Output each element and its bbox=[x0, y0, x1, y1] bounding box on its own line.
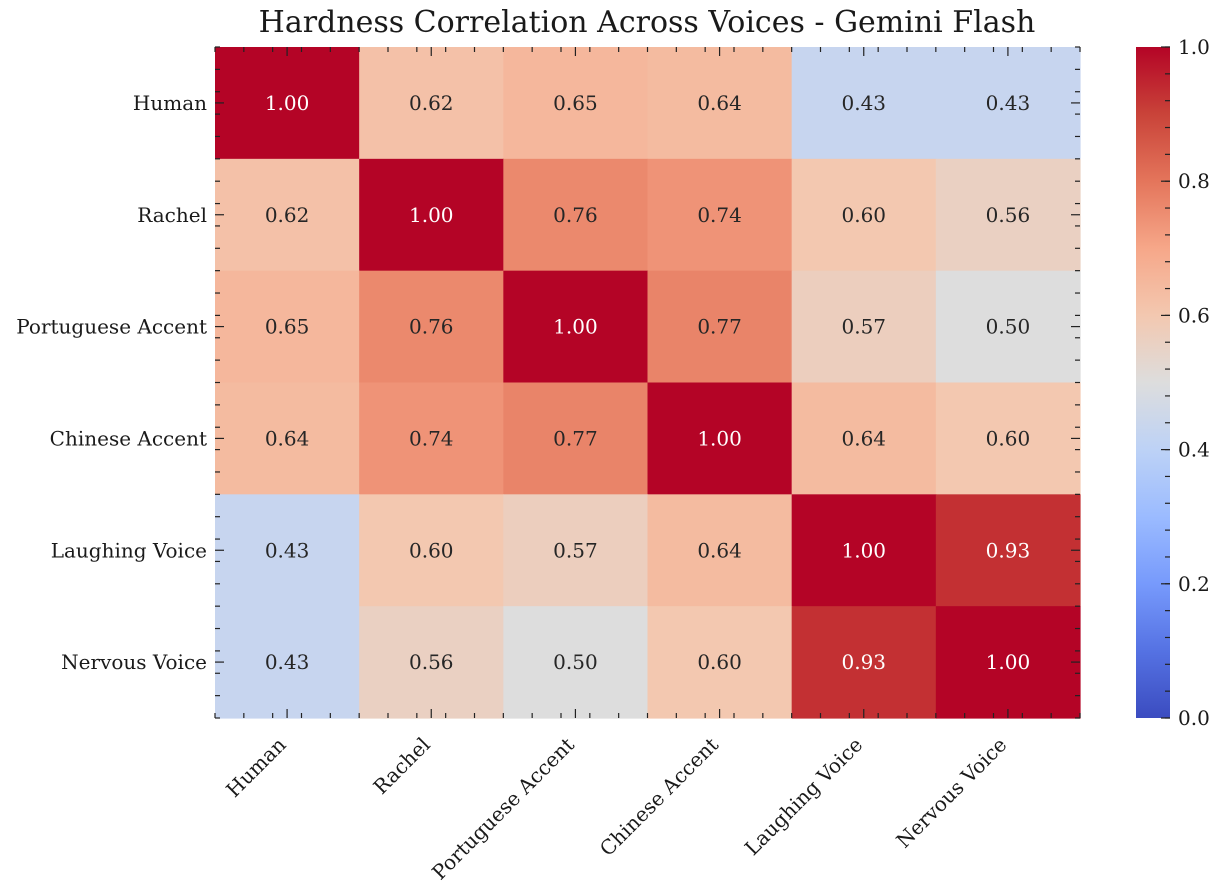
cell-value-label-r3-c2: 0.77 bbox=[553, 426, 598, 450]
cell-value-label-r4-c0: 0.43 bbox=[265, 538, 310, 562]
colorbar-tick-label: 0.8 bbox=[1178, 169, 1210, 193]
colorbar-gradient bbox=[1136, 47, 1170, 718]
heatmap-cell-r2-c4 bbox=[791, 270, 937, 384]
cell-value-label-r4-c4: 1.00 bbox=[841, 538, 886, 562]
cell-value-label-r2-c1: 0.76 bbox=[409, 315, 454, 339]
heatmap-cell-r1-c3 bbox=[647, 158, 793, 272]
cell-value-label-r5-c1: 0.56 bbox=[409, 650, 454, 674]
chart-title: Hardness Correlation Across Voices - Gem… bbox=[259, 5, 1036, 40]
cell-value-label-r1-c3: 0.74 bbox=[697, 203, 742, 227]
cell-value-label-r0-c0: 1.00 bbox=[265, 91, 310, 115]
heatmap-cell-r5-c1 bbox=[359, 606, 504, 719]
y-tick-label-chinese-accent: Chinese Accent bbox=[50, 426, 207, 450]
colorbar-tick-label: 0.2 bbox=[1178, 572, 1210, 596]
heatmap-cell-r0-c2 bbox=[503, 47, 649, 160]
heatmap-cell-r0-c1 bbox=[359, 47, 504, 160]
heatmap-cell-r0-c0 bbox=[215, 47, 360, 160]
heatmap-cell-r0-c3 bbox=[647, 47, 793, 160]
cell-value-label-r2-c3: 0.77 bbox=[697, 315, 742, 339]
heatmap-cell-r2-c0 bbox=[215, 270, 360, 384]
x-tick-label-nervous-voice: Nervous Voice bbox=[891, 733, 1011, 853]
cell-value-label-r1-c2: 0.76 bbox=[553, 203, 598, 227]
cell-value-label-r0-c5: 0.43 bbox=[986, 91, 1031, 115]
cell-value-label-r0-c2: 0.65 bbox=[553, 91, 598, 115]
heatmap-cells: 1.00 0.62 0.65 0.64 0.43 0.43 0.62 1.00 0.76 0.74… bbox=[215, 47, 1081, 719]
cell-value-label-r2-c0: 0.65 bbox=[265, 315, 310, 339]
heatmap-cell-r1-c1 bbox=[359, 158, 504, 272]
cell-value-label-r3-c3: 1.00 bbox=[697, 426, 742, 450]
cell-value-label-r5-c0: 0.43 bbox=[265, 650, 310, 674]
cell-value-label-r5-c4: 0.93 bbox=[841, 650, 886, 674]
heatmap-cell-r3-c4 bbox=[791, 382, 937, 495]
heatmap-cell-r1-c5 bbox=[935, 158, 1081, 272]
colorbar-tick-label: 0.6 bbox=[1178, 303, 1210, 327]
heatmap-cell-r2-c5 bbox=[935, 270, 1081, 384]
x-tick-label-rachel: Rachel bbox=[368, 733, 434, 799]
colorbar: 0.0 0.2 0.4 0.6 0.8 1.0 bbox=[1136, 35, 1210, 730]
cell-value-label-r4-c5: 0.93 bbox=[986, 538, 1031, 562]
heatmap-cell-r5-c4 bbox=[791, 606, 937, 719]
cell-value-label-r3-c5: 0.60 bbox=[986, 426, 1031, 450]
heatmap-cell-r1-c4 bbox=[791, 158, 937, 272]
cell-value-label-r3-c0: 0.64 bbox=[265, 426, 310, 450]
cell-value-label-r1-c4: 0.60 bbox=[841, 203, 886, 227]
heatmap-cell-r1-c2 bbox=[503, 158, 649, 272]
x-tick-label-portuguese-accent: Portuguese Accent bbox=[427, 733, 579, 885]
y-tick-label-portuguese-accent: Portuguese Accent bbox=[16, 315, 207, 339]
heatmap-cell-r4-c5 bbox=[935, 494, 1081, 607]
heatmap-cell-r3-c1 bbox=[359, 382, 504, 495]
heatmap-cell-r4-c2 bbox=[503, 494, 649, 607]
heatmap-cell-r0-c5 bbox=[935, 47, 1081, 160]
colorbar-tick-label: 0.4 bbox=[1178, 438, 1210, 462]
x-tick-label-chinese-accent: Chinese Accent bbox=[595, 733, 723, 861]
y-tick-label-laughing-voice: Laughing Voice bbox=[51, 538, 207, 562]
heatmap-cell-r2-c1 bbox=[359, 270, 504, 384]
heatmap-cell-r5-c2 bbox=[503, 606, 649, 719]
heatmap-cell-r0-c4 bbox=[791, 47, 937, 160]
colorbar-tick-label: 0.0 bbox=[1178, 706, 1210, 730]
cell-value-label-r2-c2: 1.00 bbox=[553, 315, 598, 339]
cell-value-label-r5-c3: 0.60 bbox=[697, 650, 742, 674]
heatmap-cell-r3-c2 bbox=[503, 382, 649, 495]
heatmap-cell-r4-c0 bbox=[215, 494, 360, 607]
cell-value-label-r1-c0: 0.62 bbox=[265, 203, 310, 227]
x-tick-label-human: Human bbox=[221, 732, 290, 801]
cell-value-label-r4-c3: 0.64 bbox=[697, 538, 742, 562]
cell-value-label-r3-c1: 0.74 bbox=[409, 426, 454, 450]
heatmap-cell-r1-c0 bbox=[215, 158, 360, 272]
heatmap-cell-r4-c1 bbox=[359, 494, 504, 607]
cell-value-label-r5-c2: 0.50 bbox=[553, 650, 598, 674]
cell-value-label-r4-c1: 0.60 bbox=[409, 538, 454, 562]
heatmap-cell-r4-c4 bbox=[791, 494, 937, 607]
cell-value-label-r3-c4: 0.64 bbox=[841, 426, 886, 450]
cell-value-label-r0-c4: 0.43 bbox=[841, 91, 886, 115]
cell-value-label-r1-c1: 1.00 bbox=[409, 203, 454, 227]
x-tick-label-laughing-voice: Laughing Voice bbox=[740, 733, 867, 860]
heatmap-cell-r5-c5 bbox=[935, 606, 1081, 719]
cell-value-label-r4-c2: 0.57 bbox=[553, 538, 598, 562]
heatmap-cell-r3-c5 bbox=[935, 382, 1081, 495]
y-tick-label-nervous-voice: Nervous Voice bbox=[61, 650, 207, 674]
heatmap-cell-r2-c3 bbox=[647, 270, 793, 384]
heatmap-cell-r5-c3 bbox=[647, 606, 793, 719]
heatmap-cell-r3-c3 bbox=[647, 382, 793, 495]
y-tick-label-human: Human bbox=[133, 91, 207, 115]
heatmap-cell-r3-c0 bbox=[215, 382, 360, 495]
cell-value-label-r2-c5: 0.50 bbox=[986, 315, 1031, 339]
heatmap-cell-r5-c0 bbox=[215, 606, 360, 719]
cell-value-label-r2-c4: 0.57 bbox=[841, 315, 886, 339]
y-tick-label-rachel: Rachel bbox=[137, 203, 207, 227]
colorbar-tick-label: 1.0 bbox=[1178, 35, 1210, 59]
cell-value-label-r0-c3: 0.64 bbox=[697, 91, 742, 115]
heatmap-cell-r2-c2 bbox=[503, 270, 649, 384]
cell-value-label-r0-c1: 0.62 bbox=[409, 91, 454, 115]
cell-value-label-r1-c5: 0.56 bbox=[986, 203, 1031, 227]
heatmap-cell-r4-c3 bbox=[647, 494, 793, 607]
cell-value-label-r5-c5: 1.00 bbox=[986, 650, 1031, 674]
